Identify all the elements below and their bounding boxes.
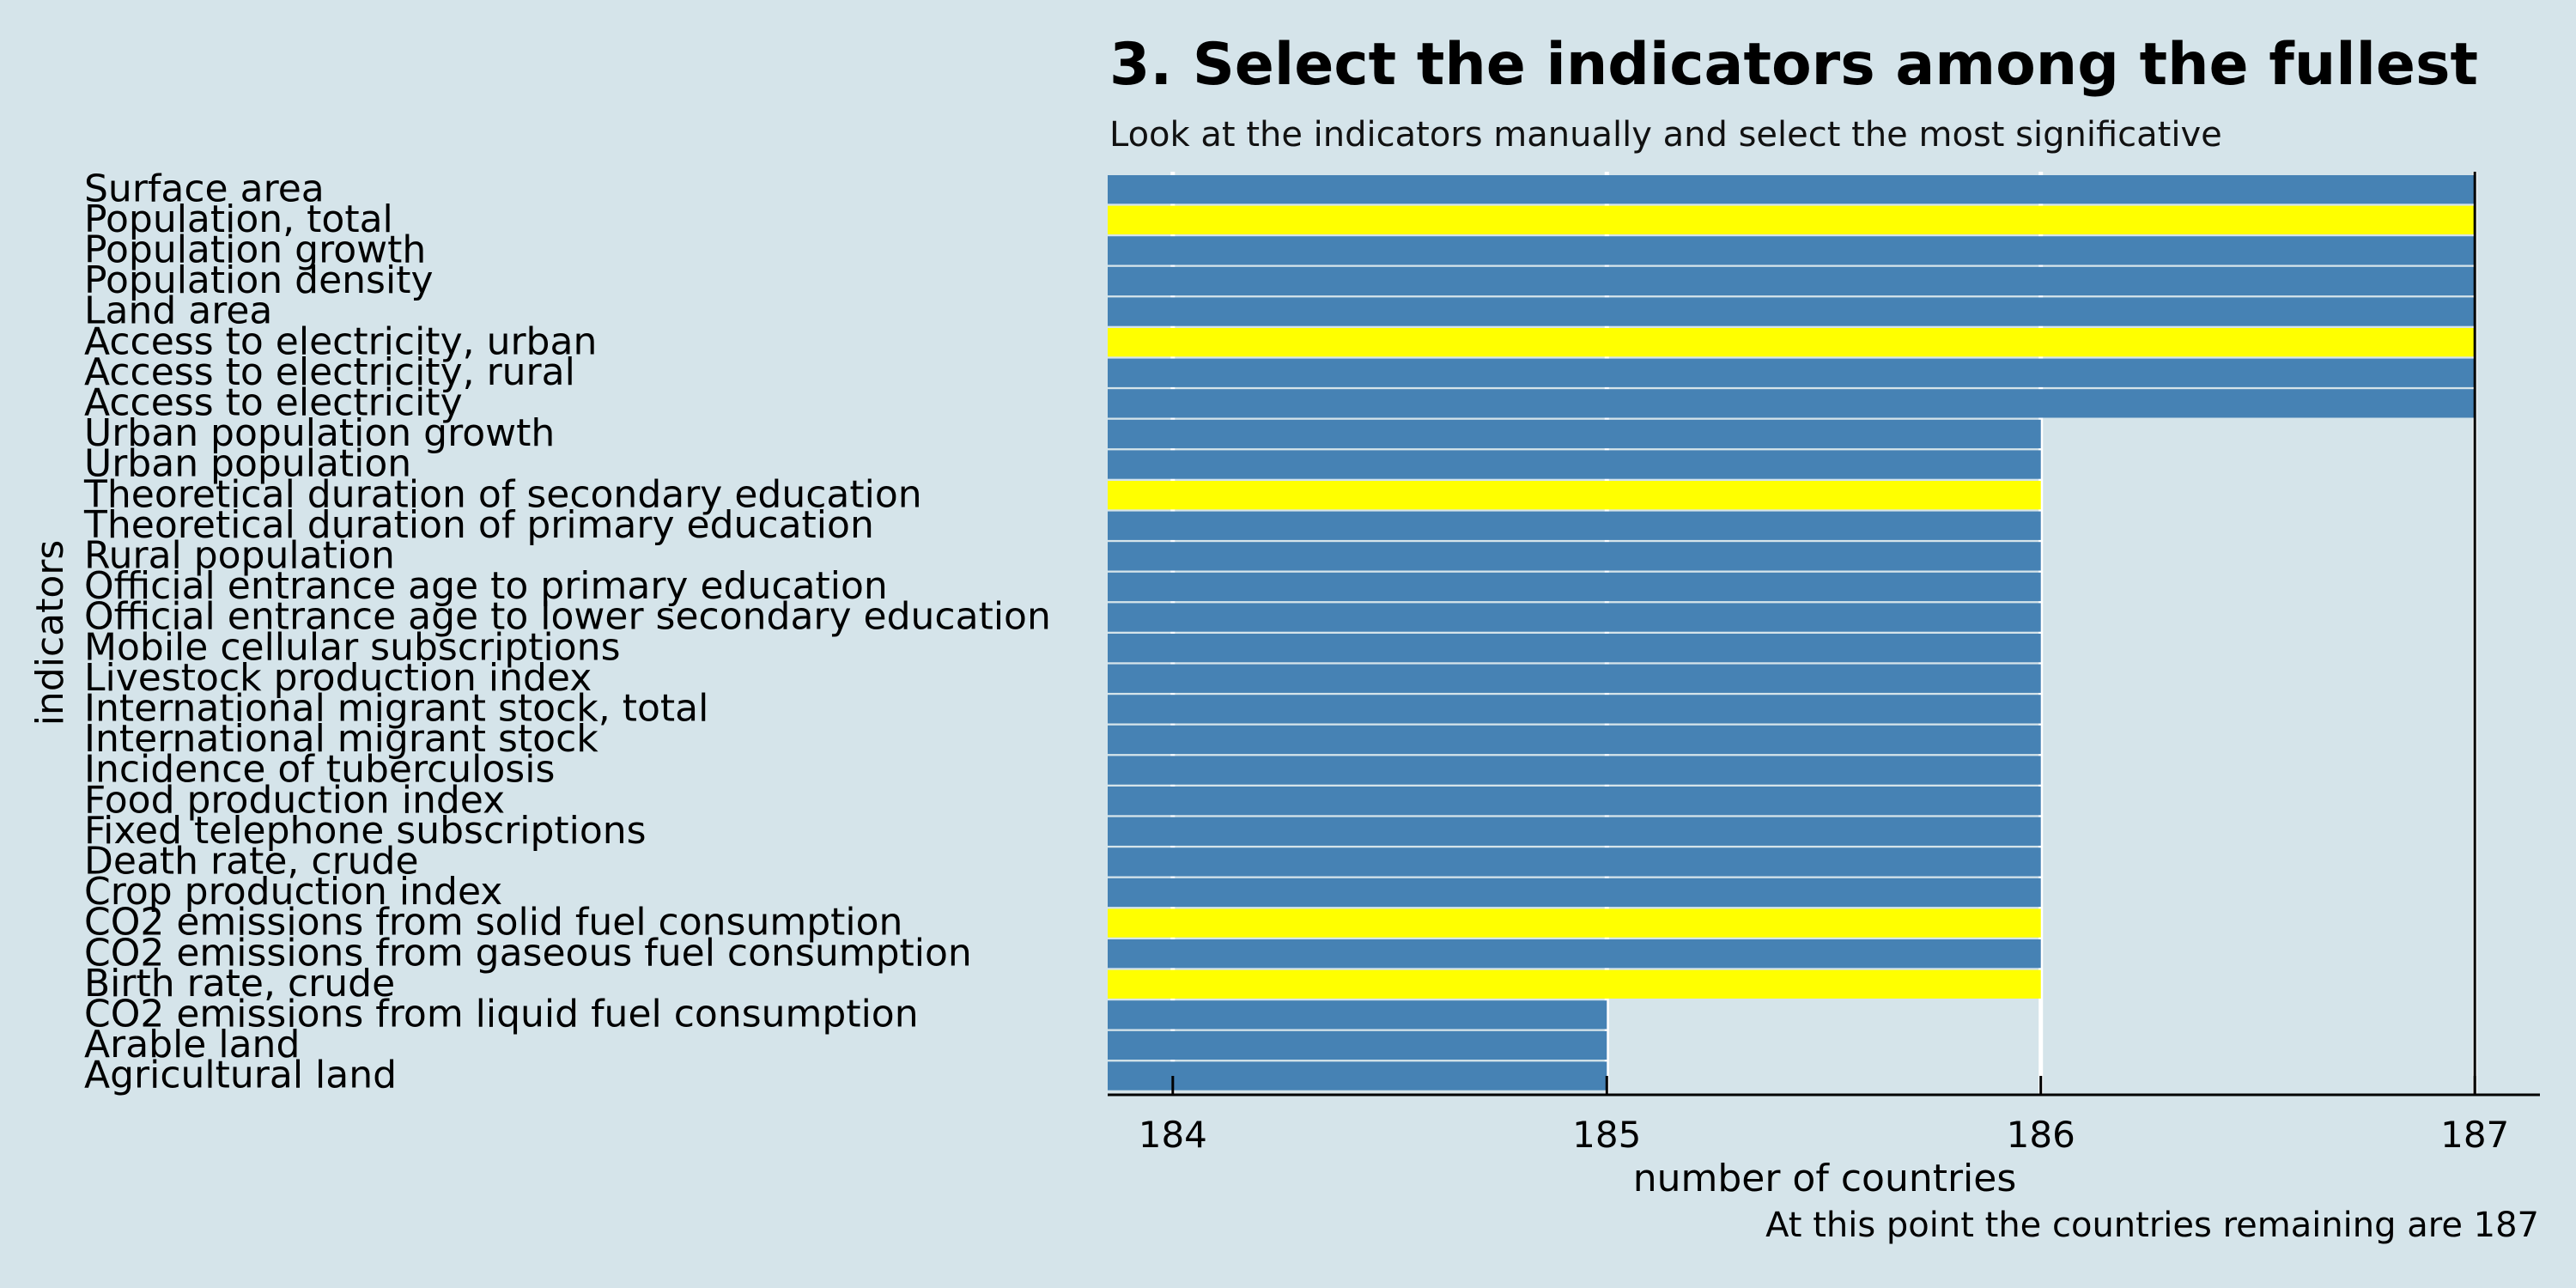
bar-10 — [1108, 450, 2041, 479]
bar-18 — [1108, 695, 2041, 724]
bar-5 — [1108, 297, 2476, 326]
x-axis: 184 185 186 187 — [1108, 172, 2540, 1156]
category-label-16: Mobile cellular subscriptions — [84, 625, 621, 669]
category-label-11: Theoretical duration of secondary educat… — [83, 472, 922, 516]
category-label-29: Arable land — [84, 1023, 300, 1066]
bar-2 — [1108, 205, 2476, 234]
category-label-14: Official entrance age to primary educati… — [84, 564, 888, 608]
chart-title: 3. Select the indicators among the fulle… — [1109, 31, 2478, 99]
category-label-19: International migrant stock — [84, 717, 598, 761]
chart-subtitle: Look at the indicators manually and sele… — [1109, 115, 2222, 155]
bar-6 — [1108, 328, 2476, 357]
category-label-9: Urban population growth — [84, 411, 555, 455]
category-label-1: Surface area — [84, 167, 325, 210]
x-tick-label-186: 186 — [2007, 1114, 2075, 1156]
bar-19 — [1108, 725, 2041, 755]
bar-21 — [1108, 787, 2041, 816]
x-tick-label-185: 185 — [1572, 1114, 1641, 1156]
bar-30 — [1108, 1061, 1607, 1091]
category-label-12: Theoretical duration of primary educatio… — [83, 503, 874, 547]
bar-16 — [1108, 634, 2041, 663]
bar-26 — [1108, 939, 2041, 969]
category-label-26: CO2 emissions from gaseous fuel consumpt… — [84, 931, 972, 975]
bar-27 — [1108, 969, 2041, 999]
category-label-7: Access to electricity, rural — [84, 350, 575, 394]
bar-28 — [1108, 1000, 1607, 1030]
bar-14 — [1108, 572, 2041, 602]
bar-25 — [1108, 908, 2041, 938]
bar-11 — [1108, 481, 2041, 510]
bars — [1108, 175, 2476, 1091]
category-label-23: Death rate, crude — [84, 840, 419, 884]
bar-23 — [1108, 848, 2041, 877]
category-label-10: Urban population — [84, 442, 411, 486]
category-label-6: Access to electricity, urban — [84, 319, 597, 363]
category-label-4: Population density — [84, 258, 433, 302]
category-label-15: Official entrance age to lower secondary… — [84, 595, 1051, 639]
category-label-30: Agricultural land — [84, 1054, 397, 1097]
category-label-25: CO2 emissions from solid fuel consumptio… — [84, 901, 902, 945]
category-label-22: Fixed telephone subscriptions — [84, 809, 647, 853]
category-label-5: Land area — [84, 289, 272, 333]
bar-22 — [1108, 817, 2041, 846]
category-label-28: CO2 emissions from liquid fuel consumpti… — [84, 993, 919, 1036]
bar-3 — [1108, 236, 2476, 265]
x-axis-title: number of countries — [1633, 1157, 2017, 1200]
x-tick-label-187: 187 — [2440, 1114, 2509, 1156]
category-label-2: Population, total — [84, 197, 393, 241]
category-label-13: Rural population — [84, 534, 395, 578]
category-label-17: Livestock production index — [84, 656, 592, 700]
x-tick-label-184: 184 — [1139, 1114, 1207, 1156]
category-label-20: Incidence of tuberculosis — [84, 748, 555, 792]
category-label-18: International migrant stock, total — [84, 687, 708, 731]
bar-15 — [1108, 603, 2041, 632]
category-label-3: Population growth — [84, 228, 426, 272]
category-label-27: Birth rate, crude — [84, 962, 395, 1005]
bar-20 — [1108, 756, 2041, 785]
chart-caption: At this point the countries remaining ar… — [1765, 1206, 2539, 1245]
bar-17 — [1108, 664, 2041, 693]
bar-1 — [1108, 175, 2476, 204]
bar-12 — [1108, 511, 2041, 540]
bar-4 — [1108, 266, 2476, 296]
category-label-21: Food production index — [84, 778, 505, 822]
bar-8 — [1108, 389, 2476, 418]
bar-9 — [1108, 419, 2041, 449]
category-label-24: Crop production index — [84, 870, 502, 914]
bar-13 — [1108, 542, 2041, 571]
bar-29 — [1108, 1030, 1607, 1060]
bar-7 — [1108, 358, 2476, 387]
bar-24 — [1108, 878, 2041, 908]
category-label-8: Access to electricity — [84, 381, 463, 425]
y-axis-title: indicators — [28, 540, 72, 726]
